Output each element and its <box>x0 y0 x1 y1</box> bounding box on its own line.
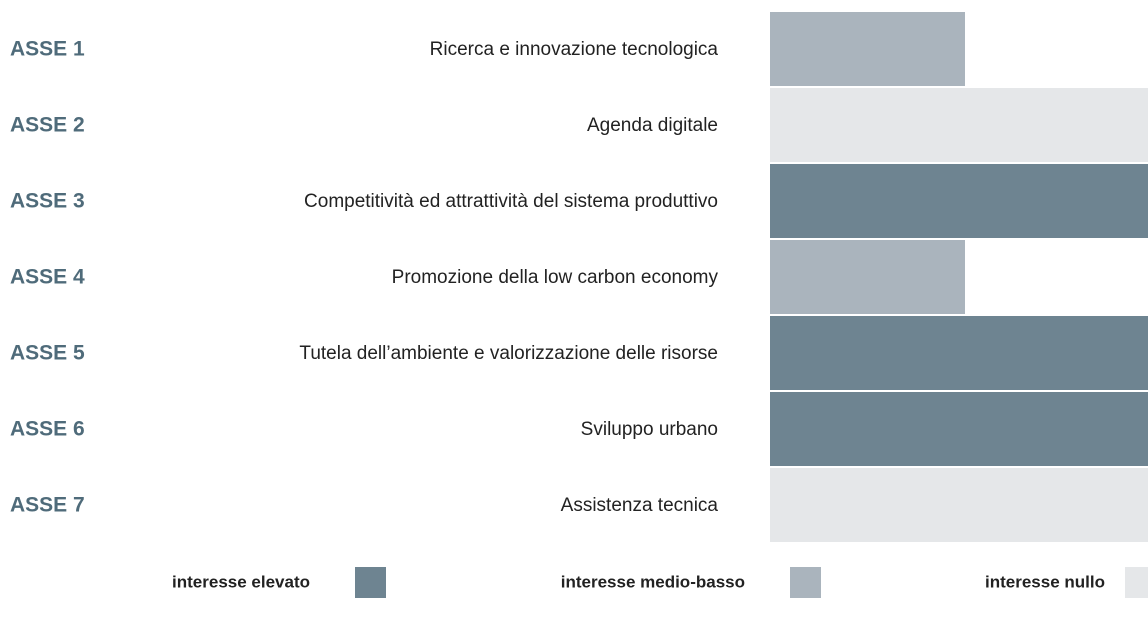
level-bar <box>770 240 965 314</box>
legend-label: interesse nullo <box>985 572 1105 591</box>
row-label: Agenda digitale <box>587 115 718 136</box>
row-label: Competitività ed attrattività del sistem… <box>304 191 718 212</box>
asse-label: ASSE 5 <box>10 342 85 365</box>
level-bar <box>770 88 1148 162</box>
asse-label: ASSE 2 <box>10 114 85 137</box>
row-label: Tutela dell’ambiente e valorizzazione de… <box>299 343 718 364</box>
row-label: Sviluppo urbano <box>581 419 718 440</box>
level-bar <box>770 316 1148 390</box>
legend-swatch <box>790 567 821 598</box>
legend-swatch <box>355 567 386 598</box>
level-bar <box>770 164 1148 238</box>
level-bar <box>770 12 965 86</box>
legend-label: interesse elevato <box>172 572 310 591</box>
row-label: Promozione della low carbon economy <box>392 267 719 288</box>
asse-label: ASSE 6 <box>10 418 85 441</box>
row-label: Assistenza tecnica <box>561 495 719 516</box>
row-label: Ricerca e innovazione tecnologica <box>430 39 719 60</box>
asse-label: ASSE 4 <box>10 266 85 289</box>
legend-swatch <box>1125 567 1148 598</box>
asse-label: ASSE 3 <box>10 190 85 213</box>
legend-label: interesse medio-basso <box>561 572 745 591</box>
level-bar <box>770 392 1148 466</box>
asse-label: ASSE 7 <box>10 494 85 517</box>
level-bar <box>770 468 1148 542</box>
asse-label: ASSE 1 <box>10 38 85 61</box>
